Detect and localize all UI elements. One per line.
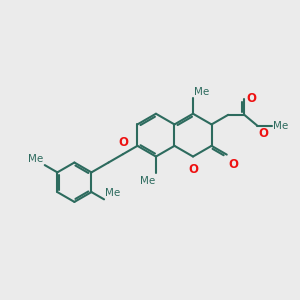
Text: O: O [258,127,268,140]
Text: Me: Me [194,86,209,97]
Text: Me: Me [28,154,44,164]
Text: Me: Me [140,176,155,186]
Text: O: O [247,92,257,105]
Text: Me: Me [273,121,288,130]
Text: O: O [118,136,128,149]
Text: Me: Me [105,188,121,198]
Text: O: O [189,163,199,176]
Text: O: O [228,158,238,171]
